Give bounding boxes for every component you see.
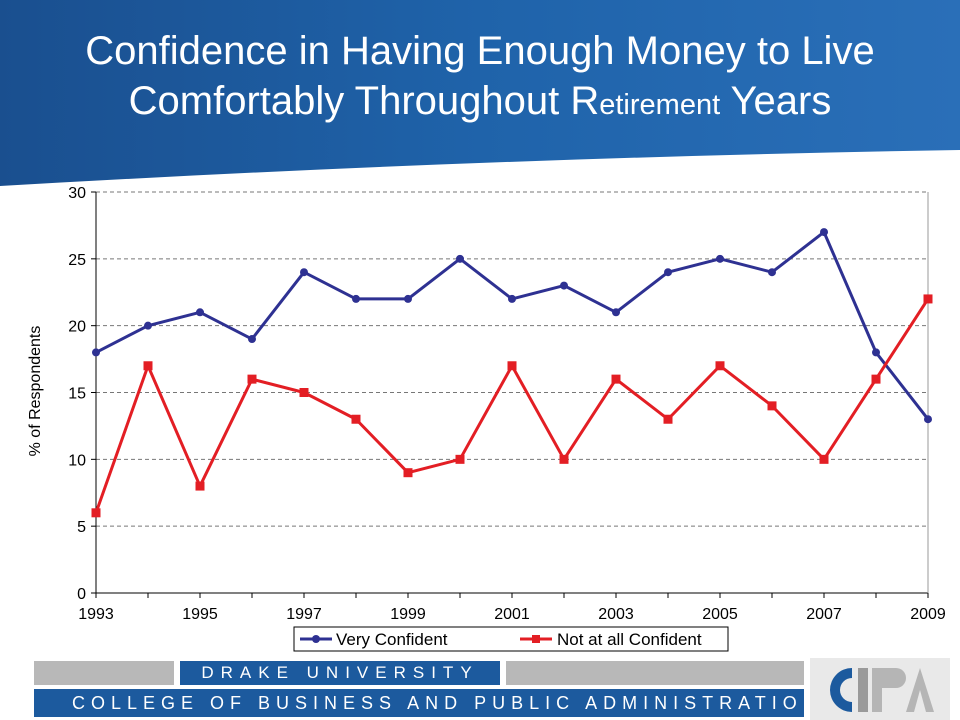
point-very-confident — [248, 335, 256, 344]
point-not-at-all-confident — [715, 361, 725, 371]
point-not-at-all-confident — [767, 401, 777, 411]
y-tick-label: 5 — [77, 519, 86, 536]
slide-title: Confidence in Having Enough Money to Liv… — [0, 26, 960, 130]
point-very-confident — [872, 348, 880, 357]
point-not-at-all-confident — [455, 454, 465, 464]
point-not-at-all-confident — [403, 468, 413, 478]
point-not-at-all-confident — [663, 414, 673, 424]
footer-gap-left — [174, 661, 180, 685]
x-tick-label: 2007 — [806, 606, 842, 623]
x-tick-label: 1999 — [390, 606, 426, 623]
point-not-at-all-confident — [143, 361, 153, 371]
point-very-confident — [92, 348, 100, 357]
x-tick-label: 1993 — [78, 606, 114, 623]
legend-marker-not — [532, 635, 540, 643]
y-axis-label: % of Respondents — [27, 326, 44, 457]
point-very-confident — [352, 294, 360, 303]
y-tick-label: 20 — [68, 319, 86, 336]
legend: Very Confident Not at all Confident — [293, 626, 729, 652]
title-line-1: Confidence in Having Enough Money to Liv… — [85, 29, 875, 73]
point-very-confident — [508, 294, 516, 303]
point-very-confident — [300, 268, 308, 277]
point-very-confident — [820, 228, 828, 237]
point-not-at-all-confident — [923, 294, 933, 304]
point-not-at-all-confident — [299, 388, 309, 397]
point-very-confident — [924, 415, 932, 424]
college-name: COLLEGE OF BUSINESS AND PUBLIC ADMINISTR… — [34, 689, 804, 717]
y-tick-label: 30 — [68, 185, 86, 202]
point-very-confident — [664, 268, 672, 277]
title-line-2a: Comfortably Throughout R — [128, 79, 600, 123]
footer-top-bar: DRAKE UNIVERSITY — [34, 661, 804, 685]
legend-box — [293, 626, 729, 652]
slide-header: Confidence in Having Enough Money to Liv… — [0, 0, 960, 190]
tick-labels: 0 5 10 15 20 25 30 1993 1995 1997 1999 2001 2003 2005… — [68, 185, 946, 623]
title-line-2c: Years — [720, 79, 832, 123]
point-very-confident — [612, 308, 620, 317]
point-not-at-all-confident — [507, 361, 517, 371]
y-tick-label: 10 — [68, 452, 86, 469]
point-very-confident — [404, 294, 412, 303]
x-tick-label: 2001 — [494, 606, 530, 623]
point-not-at-all-confident — [819, 454, 829, 464]
legend-marker-very — [312, 635, 320, 643]
series — [91, 228, 933, 518]
footer-banner: DRAKE UNIVERSITY COLLEGE OF BUSINESS AND… — [0, 658, 960, 720]
x-tick-label: 2003 — [598, 606, 634, 623]
point-not-at-all-confident — [195, 481, 205, 491]
x-tick-label: 1997 — [286, 606, 322, 623]
point-very-confident — [716, 254, 724, 263]
point-not-at-all-confident — [871, 374, 881, 384]
point-not-at-all-confident — [611, 374, 621, 384]
point-not-at-all-confident — [91, 508, 101, 518]
title-line-2: Comfortably Throughout Retirement Years — [0, 76, 960, 130]
point-very-confident — [768, 268, 776, 277]
legend-label-very: Very Confident — [336, 630, 448, 649]
point-very-confident — [560, 281, 568, 290]
title-line-2b: etirement — [599, 89, 721, 121]
x-tick-label: 2005 — [702, 606, 738, 623]
x-tick-label: 2009 — [910, 606, 946, 623]
university-name: DRAKE UNIVERSITY — [180, 661, 500, 685]
cbpa-logo — [810, 658, 950, 720]
header-banner — [0, 0, 960, 186]
y-tick-label: 25 — [68, 252, 86, 269]
footer-gap-right — [500, 661, 506, 685]
point-very-confident — [456, 254, 464, 263]
x-tick-label: 1995 — [182, 606, 218, 623]
y-tick-label: 0 — [77, 586, 86, 603]
axes — [91, 191, 929, 598]
series-line-not-at-all-confident — [94, 298, 930, 514]
grid-lines — [96, 191, 928, 527]
point-not-at-all-confident — [247, 374, 257, 384]
legend-label-not: Not at all Confident — [557, 630, 702, 649]
y-tick-label: 15 — [68, 386, 86, 403]
point-not-at-all-confident — [351, 414, 361, 424]
line-chart: 0 5 10 15 20 25 30 1993 1995 1997 1999 2001 2003 2005… — [27, 185, 946, 652]
point-not-at-all-confident — [559, 454, 569, 464]
point-very-confident — [144, 321, 152, 330]
point-very-confident — [196, 308, 204, 317]
